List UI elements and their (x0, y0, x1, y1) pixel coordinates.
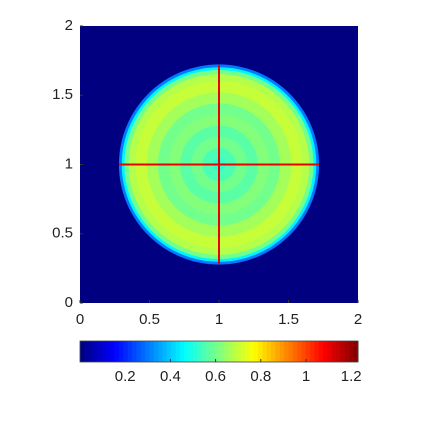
colorbar-cell (214, 341, 220, 362)
colorbar-cell (158, 341, 164, 362)
colorbar-cell (292, 341, 298, 362)
colorbar-cell (219, 341, 224, 362)
colorbar-cell (279, 341, 285, 362)
colorbar-cell (132, 341, 137, 362)
colorbar-cell (140, 341, 146, 362)
colorbar-cell (344, 341, 350, 362)
colorbar-cell (119, 341, 124, 362)
colorbar-cell (184, 341, 190, 362)
x-tick-label: 2 (354, 311, 362, 328)
colorbar-cell (262, 341, 268, 362)
colorbar-cell (327, 341, 333, 362)
colorbar-cell (349, 341, 355, 362)
colorbar-cell (205, 341, 211, 362)
colorbar-tick-label: 1.2 (341, 368, 362, 385)
x-tick-label: 1.5 (278, 311, 299, 328)
colorbar-cell (110, 341, 116, 362)
colorbar-cell (236, 341, 242, 362)
colorbar-cell (249, 341, 255, 362)
colorbar-cell (323, 341, 329, 362)
colorbar-cell (336, 341, 342, 362)
colorbar-cell (301, 341, 307, 362)
colorbar-cell (258, 341, 263, 362)
colorbar-cell (93, 341, 98, 362)
colorbar-cell (153, 341, 159, 362)
colorbar-cell (80, 341, 85, 362)
colorbar-cell (162, 341, 168, 362)
colorbar-cell (253, 341, 259, 362)
y-tick-label: 0.5 (52, 225, 73, 242)
colorbar-tick-label: 1 (302, 368, 310, 385)
y-tick-label: 1 (65, 155, 73, 172)
y-tick-label: 0 (65, 294, 73, 311)
colorbar-tick-label: 0.4 (160, 368, 181, 385)
colorbar-cell (127, 341, 133, 362)
colorbar-cell (149, 341, 155, 362)
colorbar-cell (88, 341, 94, 362)
colorbar-cell (166, 341, 172, 362)
colorbar-cell (284, 341, 289, 362)
colorbar-cell (271, 341, 276, 362)
y-tick-label: 2 (65, 17, 73, 34)
colorbar-frame (79, 340, 359, 363)
colorbar-cell (353, 341, 359, 362)
colorbar-cell (245, 341, 250, 362)
colorbar-cell (101, 341, 107, 362)
colorbar-cell (97, 341, 103, 362)
colorbar-cell (288, 341, 294, 362)
colorbar-cell (297, 341, 303, 362)
colorbar-tick-label: 0.6 (205, 368, 226, 385)
colorbar-cell (123, 341, 129, 362)
colorbar-cell (145, 341, 150, 362)
colorbar-cell (188, 341, 194, 362)
colorbar-cell (331, 341, 337, 362)
colorbar-cell (227, 341, 233, 362)
x-tick-label: 1 (215, 311, 223, 328)
colorbar-cell (275, 341, 281, 362)
colorbar-cell (179, 341, 185, 362)
colorbar-cell (314, 341, 320, 362)
y-tick-label: 1.5 (52, 86, 73, 103)
x-tick-label: 0.5 (139, 311, 160, 328)
colorbar-cell (84, 341, 90, 362)
colorbar-cell (266, 341, 272, 362)
colorbar-cell (197, 341, 203, 362)
colorbar-cell (114, 341, 120, 362)
colorbar-cell (318, 341, 324, 362)
colorbar-cell (201, 341, 207, 362)
colorbar-cell (192, 341, 198, 362)
x-tick-label: 0 (76, 311, 84, 328)
colorbar-cell (223, 341, 229, 362)
colorbar-tick-label: 0.2 (115, 368, 136, 385)
colorbar-cell (175, 341, 181, 362)
colorbar-cell (210, 341, 216, 362)
colorbar-cell (305, 341, 311, 362)
colorbar-tick-label: 0.8 (250, 368, 271, 385)
colorbar-cell (340, 341, 346, 362)
colorbar-cell (136, 341, 142, 362)
colorbar-cell (232, 341, 237, 362)
colorbar-cell (106, 341, 111, 362)
colorbar-cell (171, 341, 177, 362)
colorbar-cell (240, 341, 246, 362)
colorbar-cell (310, 341, 316, 362)
